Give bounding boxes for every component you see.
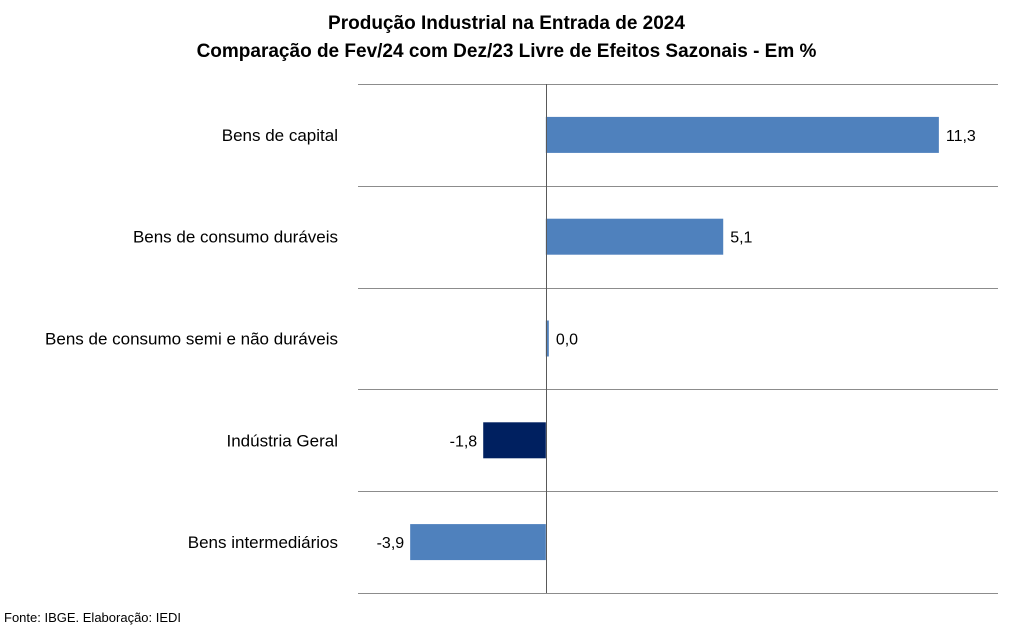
chart-title: Produção Industrial na Entrada de 2024 (328, 13, 685, 34)
category-label: Bens de consumo semi e não duráveis (45, 330, 338, 349)
bar (483, 422, 546, 459)
chart-title-block: Produção Industrial na Entrada de 2024 C… (0, 10, 1013, 66)
chart-subtitle: Comparação de Fev/24 com Dez/23 Livre de… (196, 41, 817, 62)
category-label: Indústria Geral (227, 431, 339, 450)
data-label: -3,9 (377, 535, 405, 552)
data-label: -1,8 (450, 433, 478, 450)
category-label: Bens de consumo duráveis (133, 228, 338, 247)
data-label: 11,3 (946, 128, 976, 145)
data-label: 0,0 (556, 332, 578, 349)
bar (545, 218, 724, 255)
bar (545, 116, 939, 153)
bar (545, 320, 549, 357)
data-label: 5,1 (730, 230, 752, 247)
bar (410, 524, 546, 561)
category-label: Bens intermediários (188, 533, 338, 552)
source-note: Fonte: IBGE. Elaboração: IEDI (4, 610, 182, 625)
category-label: Bens de capital (222, 126, 338, 145)
